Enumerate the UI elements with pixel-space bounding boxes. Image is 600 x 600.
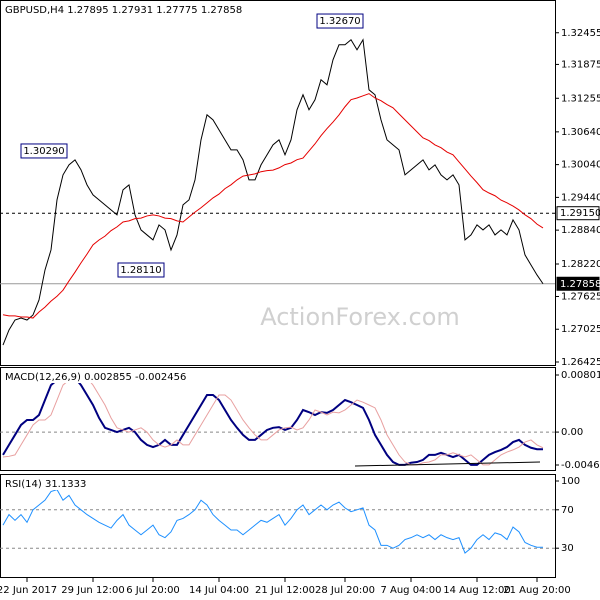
panel-frame xyxy=(0,474,556,578)
annotation-label: 1.30290 xyxy=(23,146,64,157)
x-tick-label: 7 Aug 04:00 xyxy=(380,585,441,596)
title-bg xyxy=(2,370,162,383)
series-line xyxy=(2,38,544,346)
x-tick-label: 21 Aug 20:00 xyxy=(503,585,570,596)
y-tick-label: 1.31875 xyxy=(561,59,600,70)
annotation-box xyxy=(117,262,165,278)
y-tick-label: 1.29440 xyxy=(561,192,600,203)
y-tick-label: 0.008012 xyxy=(561,370,600,381)
y-tick-label: 70 xyxy=(561,505,574,516)
x-tick-label: 21 Jul 12:00 xyxy=(255,585,315,596)
watermark: ActionForex.com xyxy=(260,303,460,331)
y-tick-label: 1.30640 xyxy=(561,127,600,138)
level-box xyxy=(556,276,600,291)
annotation-box xyxy=(20,143,68,159)
panel-title: GBPUSD,H4 1.27895 1.27931 1.27775 1.2785… xyxy=(5,5,242,16)
series-line xyxy=(2,374,543,466)
macd-trendline xyxy=(354,461,541,467)
annotation-label: 1.32670 xyxy=(319,16,360,27)
title-bg xyxy=(2,477,162,490)
y-tick-label: 1.27025 xyxy=(561,324,600,335)
annotation-label: 1.28110 xyxy=(120,265,161,276)
level-label: 1.29150 xyxy=(560,208,600,219)
panel-frame xyxy=(0,0,556,366)
level-box xyxy=(556,206,600,221)
series-line xyxy=(2,93,544,319)
x-tick-label: 14 Jul 04:00 xyxy=(189,585,249,596)
x-tick-label: 6 Jul 20:00 xyxy=(126,585,180,596)
series-line xyxy=(2,374,544,466)
y-tick-label: 1.32455 xyxy=(561,28,600,39)
y-tick-label: 1.28220 xyxy=(561,259,600,270)
y-tick-label: 1.27625 xyxy=(561,291,600,302)
y-tick-label: 1.28840 xyxy=(561,225,600,236)
y-tick-label: 100 xyxy=(561,476,580,487)
panel-frame xyxy=(0,367,556,471)
y-tick-label: 1.30040 xyxy=(561,160,600,171)
y-tick-label: 30 xyxy=(561,543,574,554)
y-tick-label: 1.31255 xyxy=(561,93,600,104)
title-bg xyxy=(2,3,222,16)
y-tick-label: 1.26425 xyxy=(561,357,600,368)
x-tick-label: 28 Jul 20:00 xyxy=(315,585,375,596)
annotation-box xyxy=(316,13,364,29)
level-label: 1.27858 xyxy=(560,279,600,290)
panel-title: MACD(12,26,9) 0.002855 -0.002456 xyxy=(5,372,186,383)
x-tick-label: 14 Aug 12:00 xyxy=(443,585,510,596)
series-line xyxy=(2,489,543,554)
y-tick-label: -0.004619 xyxy=(561,460,600,471)
x-tick-label: 29 Jun 12:00 xyxy=(61,585,125,596)
y-tick-label: 0.00 xyxy=(561,427,583,438)
panel-title: RSI(14) 31.1333 xyxy=(5,479,86,490)
x-tick-label: 22 Jun 2017 xyxy=(0,585,57,596)
